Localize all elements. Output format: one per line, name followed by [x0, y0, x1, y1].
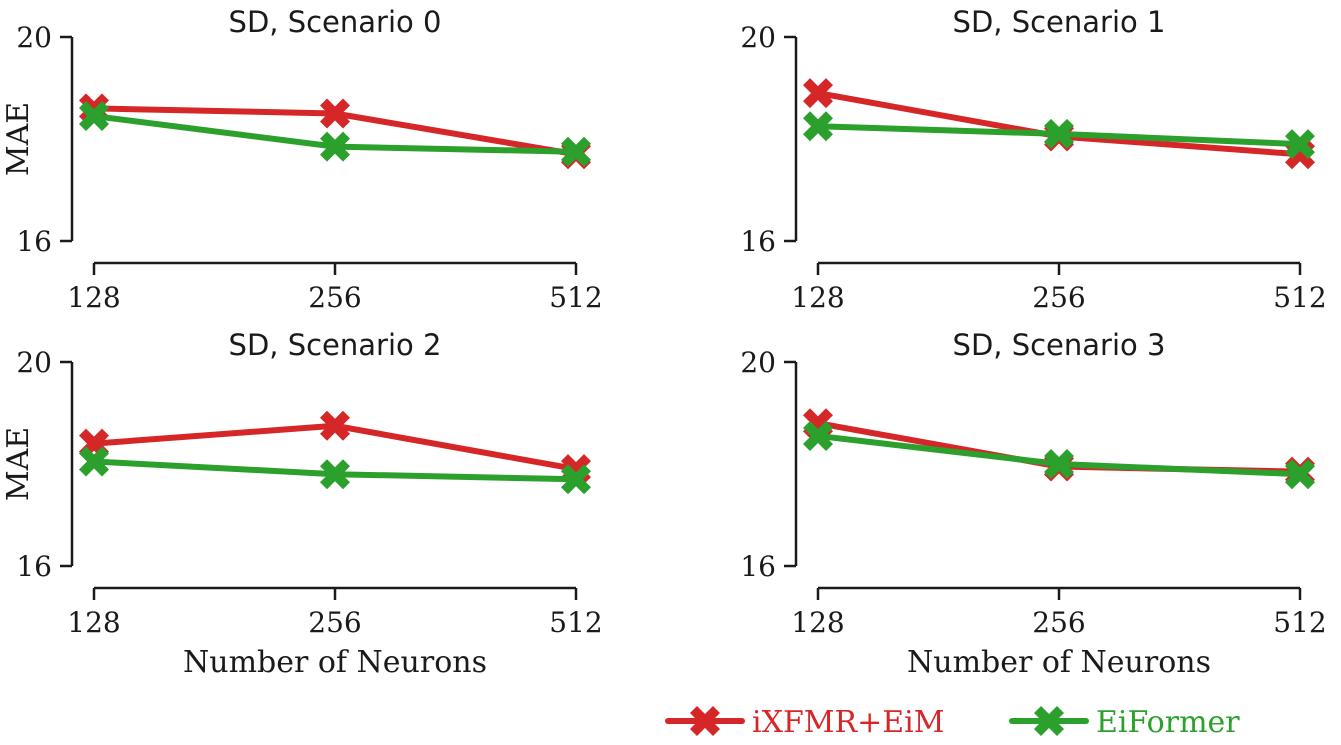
x-tick-label: 512: [1273, 281, 1326, 314]
data-point-eiformer: [803, 420, 833, 451]
x-tick-label: 128: [67, 606, 120, 639]
panel-title: SD, Scenario 3: [953, 328, 1166, 362]
panel-title: SD, Scenario 0: [229, 5, 442, 39]
legend-marker-eiformer: [1034, 706, 1064, 736]
panel-0: SD, Scenario 0 20 16 128 256 512 MAE: [1, 5, 603, 314]
data-point-eiformer: [1285, 129, 1315, 160]
data-point-eiformer: [803, 111, 833, 142]
legend-label-eiformer: EiFormer: [1096, 705, 1240, 740]
panel-title: SD, Scenario 1: [953, 5, 1166, 39]
data-point-ixfmr: [803, 78, 833, 109]
data-point-eiformer: [320, 459, 350, 490]
x-tick-label: 256: [1032, 281, 1085, 314]
panel-title: SD, Scenario 2: [229, 328, 442, 362]
data-point-eiformer: [79, 446, 109, 477]
x-axis-label: Number of Neurons: [183, 645, 487, 680]
y-tick-label: 20: [740, 21, 776, 54]
y-axis-label: MAE: [1, 102, 36, 176]
data-point-eiformer: [561, 136, 591, 167]
data-point-ixfmr: [320, 98, 350, 129]
y-tick-label: 16: [740, 550, 776, 583]
y-tick-label: 16: [16, 225, 52, 258]
data-point-ixfmr: [320, 410, 350, 441]
legend-marker-ixfmr: [690, 706, 720, 736]
legend: iXFMR+EiM EiFormer: [665, 705, 1240, 740]
x-tick-label: 512: [1273, 606, 1326, 639]
panel-2: SD, Scenario 2 20 16 128 256 512 MAE Number of …: [1, 328, 603, 680]
x-tick-label: 512: [549, 606, 602, 639]
x-tick-label: 512: [549, 281, 602, 314]
panel-3: SD, Scenario 3 20 16 128 256 512 Number of Neu…: [740, 328, 1326, 680]
y-axis-label: MAE: [1, 427, 36, 501]
x-tick-label: 256: [308, 606, 361, 639]
legend-label-ixfmr: iXFMR+EiM: [752, 705, 944, 740]
x-tick-label: 256: [1032, 606, 1085, 639]
series-line-ixfmr: [817, 90, 1301, 158]
x-axis-label: Number of Neurons: [907, 645, 1211, 680]
y-tick-label: 20: [740, 346, 776, 379]
data-point-eiformer: [1044, 449, 1074, 479]
data-point-eiformer: [1044, 118, 1074, 149]
y-tick-label: 20: [16, 21, 52, 54]
x-tick-label: 128: [791, 281, 844, 314]
x-tick-label: 128: [67, 281, 120, 314]
y-tick-label: 16: [16, 550, 52, 583]
panel-1: SD, Scenario 1 20 16 128 256 512: [740, 5, 1326, 314]
data-point-eiformer: [561, 464, 591, 495]
x-tick-label: 256: [308, 281, 361, 314]
data-point-eiformer: [1285, 459, 1315, 490]
data-point-eiformer: [79, 101, 109, 132]
y-tick-label: 20: [16, 346, 52, 379]
x-tick-label: 128: [791, 606, 844, 639]
y-tick-label: 16: [740, 225, 776, 258]
data-point-eiformer: [320, 131, 350, 162]
